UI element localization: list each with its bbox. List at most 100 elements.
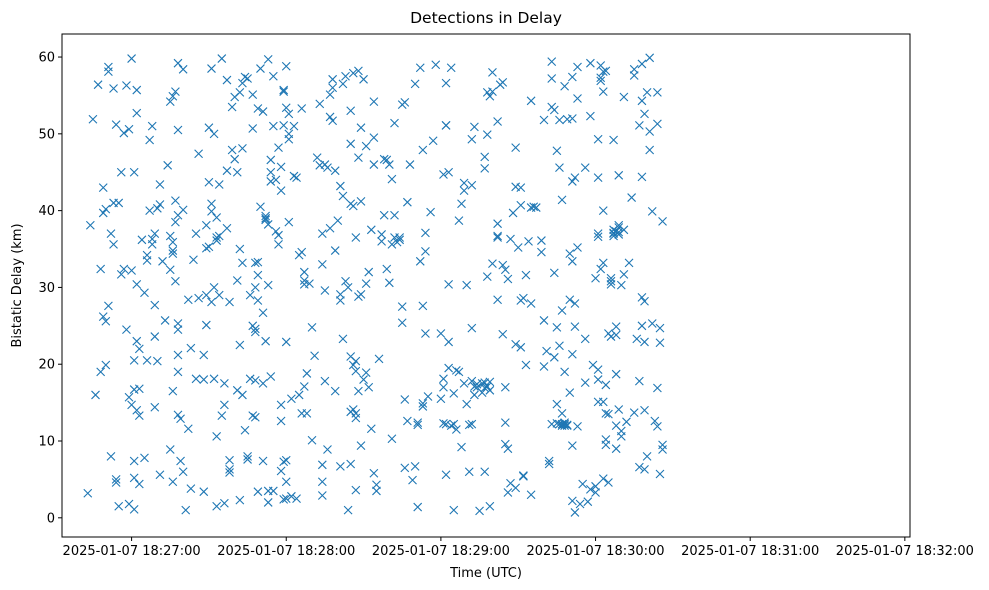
data-point xyxy=(147,234,157,244)
data-point xyxy=(549,352,559,362)
data-point xyxy=(266,155,276,165)
data-point xyxy=(155,180,165,189)
x-tick-label: 2025-01-07 18:27:00 xyxy=(63,544,201,559)
data-point xyxy=(253,270,263,280)
data-point xyxy=(441,470,451,480)
data-point xyxy=(598,206,608,216)
data-point xyxy=(171,217,180,227)
data-point xyxy=(470,122,479,132)
data-point xyxy=(310,351,319,361)
data-point xyxy=(436,394,446,404)
data-point xyxy=(155,200,165,209)
data-point xyxy=(281,494,291,503)
data-point xyxy=(529,202,539,212)
data-point xyxy=(263,54,273,64)
data-point xyxy=(317,491,327,500)
data-point xyxy=(204,177,214,187)
data-point xyxy=(323,163,332,173)
data-point xyxy=(567,496,577,506)
data-point xyxy=(539,115,549,125)
data-point xyxy=(511,339,521,349)
data-point xyxy=(232,167,242,177)
data-point xyxy=(609,231,618,241)
data-point xyxy=(498,260,508,270)
data-point xyxy=(274,143,283,153)
data-point xyxy=(160,316,170,325)
data-point xyxy=(253,487,263,497)
data-point xyxy=(173,125,183,135)
data-point xyxy=(116,167,126,177)
y-tick-label: 20 xyxy=(38,358,55,373)
data-point xyxy=(408,475,417,485)
data-point xyxy=(330,386,340,396)
data-point xyxy=(268,486,278,496)
data-point xyxy=(464,467,474,477)
data-point xyxy=(145,135,155,145)
data-point xyxy=(284,217,294,227)
data-point xyxy=(289,121,299,131)
data-point xyxy=(320,286,330,295)
data-point xyxy=(485,501,495,511)
data-point xyxy=(567,441,577,451)
x-tick-label: 2025-01-07 18:30:00 xyxy=(527,544,665,559)
data-point xyxy=(482,382,492,391)
data-point xyxy=(176,456,185,466)
data-point xyxy=(485,377,495,387)
data-point xyxy=(212,236,222,245)
data-point xyxy=(225,468,234,477)
data-point xyxy=(366,225,376,235)
data-point xyxy=(222,166,232,176)
data-point xyxy=(369,97,379,106)
data-point xyxy=(410,79,420,89)
data-point xyxy=(614,170,624,180)
data-point xyxy=(575,499,585,509)
data-point xyxy=(258,308,268,318)
data-point xyxy=(544,456,554,466)
data-point xyxy=(493,219,502,229)
data-point xyxy=(611,322,621,331)
data-point xyxy=(573,62,582,72)
y-tick-label: 60 xyxy=(38,51,55,66)
data-point xyxy=(297,247,307,257)
data-point xyxy=(526,96,536,106)
data-point xyxy=(163,160,173,170)
data-point xyxy=(369,468,379,478)
data-point xyxy=(565,249,575,259)
data-point xyxy=(498,77,508,87)
data-point xyxy=(601,380,611,390)
data-point xyxy=(444,337,454,347)
data-point xyxy=(658,216,667,226)
data-point xyxy=(655,323,665,333)
data-point xyxy=(400,395,410,404)
data-point xyxy=(637,321,647,331)
data-point xyxy=(655,469,665,479)
data-point xyxy=(361,141,371,151)
data-point xyxy=(521,270,531,280)
data-point xyxy=(124,124,134,134)
data-point xyxy=(573,243,582,252)
data-point xyxy=(217,411,227,421)
data-point xyxy=(305,279,314,288)
data-point xyxy=(328,74,338,84)
data-point xyxy=(387,434,397,444)
data-point xyxy=(256,64,265,73)
data-point xyxy=(601,408,611,418)
data-point xyxy=(219,400,229,410)
data-point xyxy=(384,278,394,288)
data-point xyxy=(317,229,327,239)
data-point xyxy=(493,295,502,305)
data-point xyxy=(335,181,345,191)
data-point xyxy=(400,463,410,473)
data-point xyxy=(387,240,397,249)
data-point xyxy=(482,272,492,282)
data-point xyxy=(637,172,647,182)
data-point xyxy=(372,480,381,490)
data-point xyxy=(147,121,157,131)
data-point xyxy=(127,54,136,63)
x-tick-label: 2025-01-07 18:31:00 xyxy=(681,544,819,559)
data-point xyxy=(96,367,106,377)
data-point xyxy=(279,87,289,96)
data-point xyxy=(441,78,451,88)
data-point xyxy=(596,76,606,86)
data-point xyxy=(645,127,655,136)
